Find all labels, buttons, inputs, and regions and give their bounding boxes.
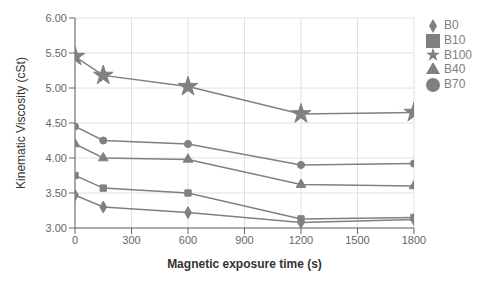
svg-text:5.00: 5.00 [46,82,67,94]
svg-text:900: 900 [235,234,253,246]
svg-text:4.00: 4.00 [46,152,67,164]
svg-text:1800: 1800 [402,234,426,246]
svg-text:1500: 1500 [345,234,369,246]
svg-text:Magnetic exposure time (s): Magnetic exposure time (s) [167,257,322,271]
svg-text:3.50: 3.50 [46,187,67,199]
svg-text:Kinematic Viscosity (cSt): Kinematic Viscosity (cSt) [14,57,28,189]
svg-text:600: 600 [179,234,197,246]
html-text:B0: B0 [444,18,459,32]
svg-text:1200: 1200 [289,234,313,246]
html-text:B40: B40 [444,62,466,77]
svg-text:3.00: 3.00 [46,222,67,234]
svg-text:5.50: 5.50 [46,47,67,59]
html-text:B10: B10 [444,32,466,47]
html-text:B100: B100 [444,47,472,62]
svg-text:300: 300 [122,234,140,246]
svg-text:4.50: 4.50 [46,117,67,129]
html-text:B70: B70 [444,77,466,92]
svg-text:0: 0 [72,234,78,246]
svg-text:6.00: 6.00 [46,12,67,24]
